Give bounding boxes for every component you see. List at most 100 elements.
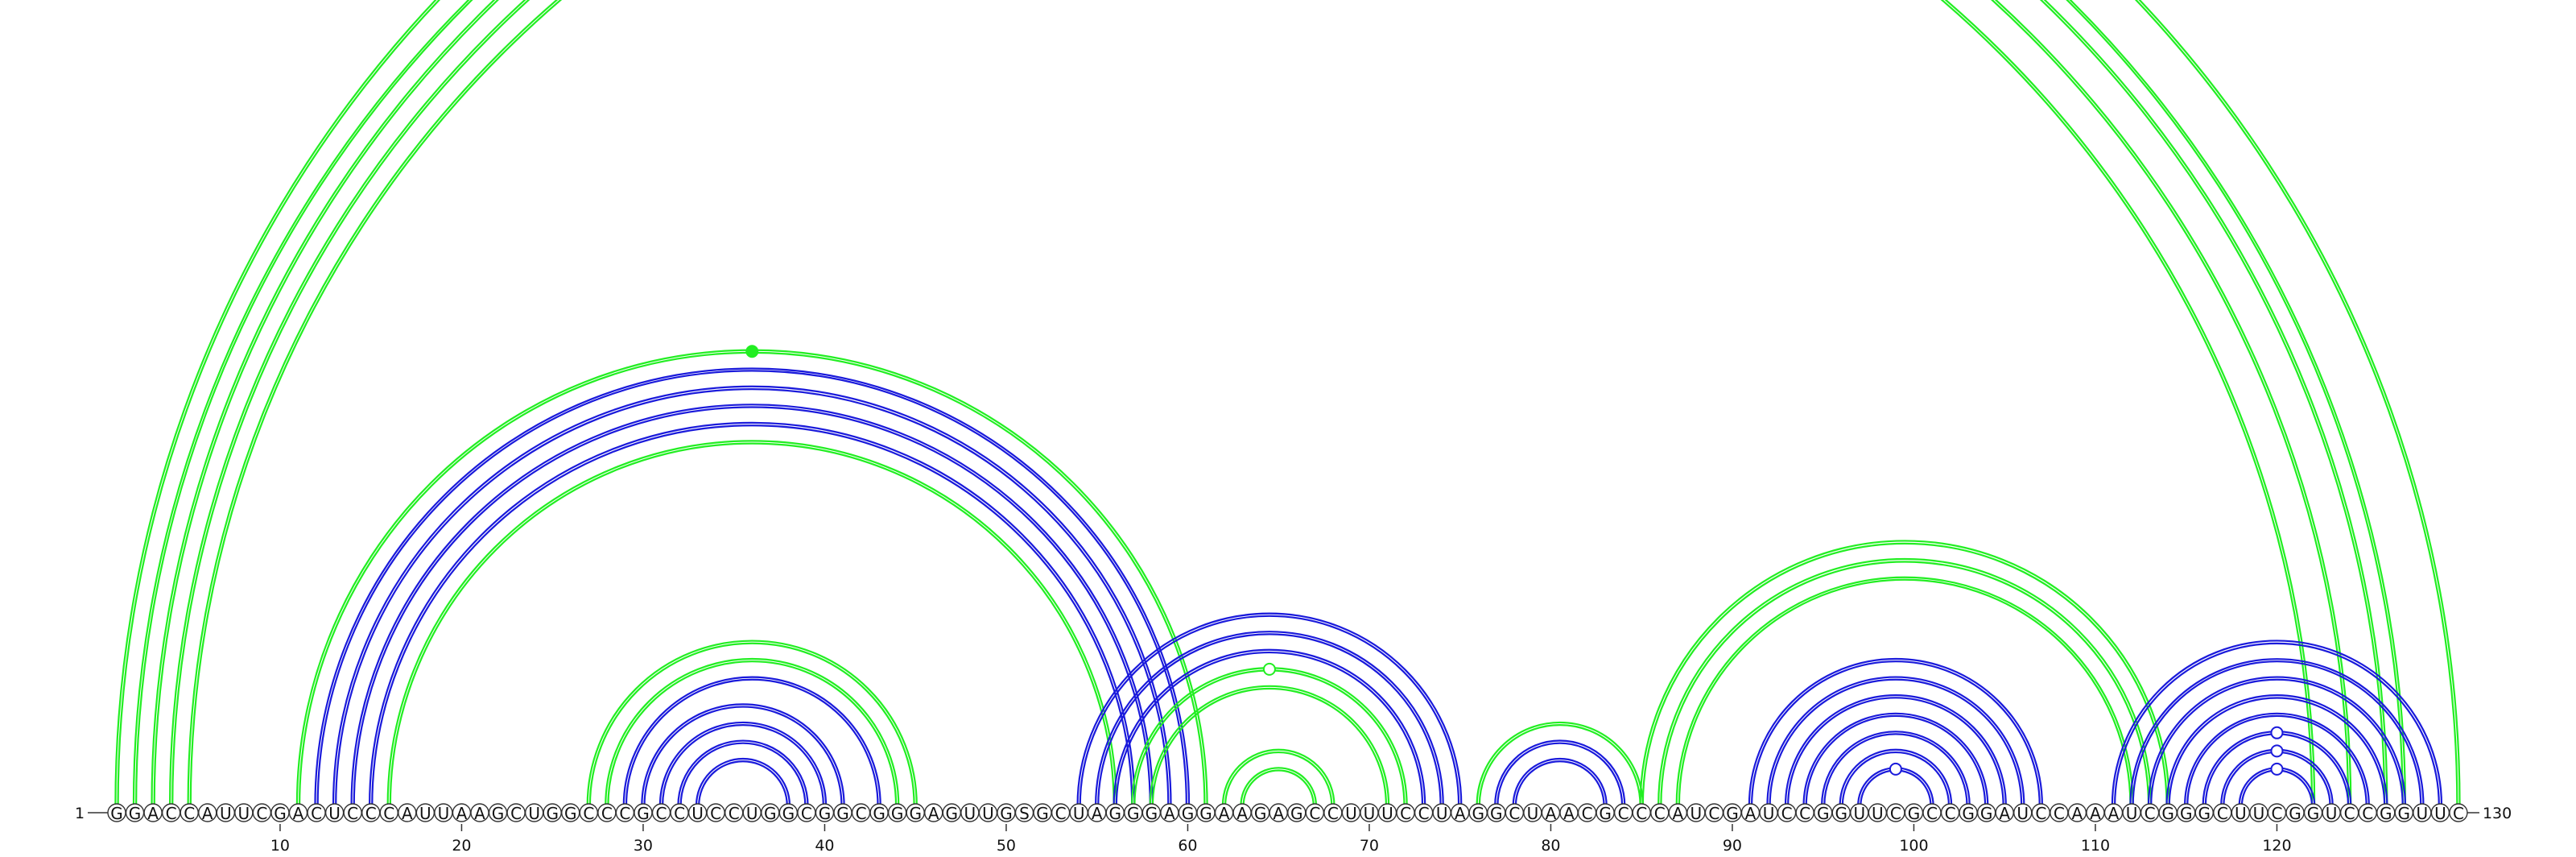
- base-pair-arc-77-84: [1494, 739, 1626, 806]
- nucleotide-130: C: [2449, 803, 2468, 823]
- svg-text:A: A: [1745, 804, 1757, 823]
- svg-text:G: G: [1835, 804, 1848, 823]
- position-axis: 10 20 30 40 50 60 70 80 90 100 110 120: [88, 812, 2292, 855]
- svg-text:A: A: [1999, 804, 2010, 823]
- nucleotide-108: C: [2050, 803, 2069, 823]
- nucleotide-51: S: [1014, 803, 1034, 823]
- svg-text:A: A: [928, 804, 939, 823]
- nucleotide-57: G: [1124, 803, 1143, 823]
- nucleotide-100: G: [1904, 803, 1924, 823]
- nucleotide-56: G: [1105, 803, 1125, 823]
- nucleotide-65: A: [1269, 803, 1288, 823]
- svg-text:U: U: [1345, 804, 1357, 823]
- base-pair-arc-11-61: [295, 349, 1208, 806]
- nucleotide-70: U: [1360, 803, 1379, 823]
- nucleotide-74: U: [1432, 803, 1451, 823]
- svg-text:G: G: [546, 804, 559, 823]
- nucleotide-46: A: [924, 803, 943, 823]
- nucleotide-98: U: [1868, 803, 1888, 823]
- nucleotide-126: G: [2376, 803, 2396, 823]
- nucleotide-52: G: [1033, 803, 1052, 823]
- nucleotide-66: G: [1287, 803, 1307, 823]
- nucleotide-129: U: [2430, 803, 2450, 823]
- nucleotide-43: G: [869, 803, 889, 823]
- nucleotide-86: C: [1650, 803, 1670, 823]
- start-position-label: 1: [75, 805, 85, 822]
- svg-text:C: C: [1055, 804, 1067, 823]
- base-pair-arc-63-67: [1240, 767, 1317, 806]
- nucleotide-69: U: [1341, 803, 1361, 823]
- nucleotide-113: C: [2140, 803, 2160, 823]
- svg-text:A: A: [1236, 804, 1248, 823]
- base-pair-arc-27-45: [586, 640, 918, 806]
- nucleotide-109: A: [2067, 803, 2087, 823]
- arc-apex-marker: [2270, 744, 2284, 758]
- svg-text:G: G: [909, 804, 922, 823]
- nucleotide-96: G: [1831, 803, 1851, 823]
- svg-text:A: A: [202, 804, 213, 823]
- svg-text:G: G: [110, 804, 123, 823]
- base-pair-arc-30-41: [641, 703, 845, 806]
- nucleotide-92: U: [1759, 803, 1778, 823]
- base-pair-arc-33-38: [695, 758, 791, 806]
- svg-text:C: C: [510, 804, 522, 823]
- base-pair-arc-13-59: [332, 385, 1172, 806]
- svg-text:C: C: [1618, 804, 1629, 823]
- nucleotide-55: A: [1087, 803, 1107, 823]
- base-pair-arc-117-123: [2220, 748, 2334, 806]
- svg-text:A: A: [2072, 804, 2083, 823]
- nucleotide-31: C: [651, 803, 671, 823]
- svg-text:C: C: [1799, 804, 1810, 823]
- svg-text:C: C: [1509, 804, 1520, 823]
- svg-text:U: U: [982, 804, 994, 823]
- arcs-layer: [115, 0, 2459, 805]
- nucleotide-2: G: [125, 803, 145, 823]
- svg-text:G: G: [891, 804, 904, 823]
- svg-text:U: U: [2417, 804, 2429, 823]
- base-pair-arc-1-130: [115, 0, 2459, 805]
- base-pair-arc-4-124: [168, 0, 2352, 806]
- svg-text:G: G: [1036, 804, 1049, 823]
- base-pair-arc-12-60: [314, 367, 1191, 806]
- nucleotide-118: U: [2231, 803, 2251, 823]
- nucleotide-63: A: [1232, 803, 1252, 823]
- svg-text:U: U: [528, 804, 540, 823]
- svg-text:C: C: [2344, 804, 2355, 823]
- nucleotide-94: C: [1795, 803, 1814, 823]
- arc-apex-marker: [745, 345, 759, 358]
- svg-text:G: G: [274, 804, 287, 823]
- nucleotide-122: G: [2303, 803, 2323, 823]
- svg-text:G: G: [1472, 804, 1485, 823]
- nucleotide-11: A: [288, 803, 308, 823]
- svg-text:G: G: [1127, 804, 1140, 823]
- base-pair-arc-55-74: [1095, 631, 1444, 806]
- nucleotide-17: A: [398, 803, 417, 823]
- svg-text:U: U: [964, 804, 976, 823]
- nucleotide-58: G: [1141, 803, 1162, 823]
- nucleotide-119: U: [2249, 803, 2268, 823]
- svg-text:C: C: [256, 804, 267, 823]
- nucleotide-75: A: [1450, 803, 1470, 823]
- base-pair-arc-95-103: [1821, 731, 1971, 806]
- base-pair-arc-94-104: [1802, 712, 1989, 806]
- svg-text:U: U: [1690, 804, 1703, 823]
- nucleotide-12: C: [307, 803, 326, 823]
- svg-text:U: U: [1872, 804, 1884, 823]
- svg-text:A: A: [1455, 804, 1466, 823]
- nucleotide-37: G: [761, 803, 780, 823]
- nucleotide-8: U: [234, 803, 254, 823]
- svg-text:C: C: [2145, 804, 2156, 823]
- nucleotide-80: A: [1541, 803, 1561, 823]
- tick-label-20: 20: [452, 837, 471, 855]
- nucleotide-18: U: [415, 803, 436, 823]
- svg-text:G: G: [2307, 804, 2320, 823]
- svg-text:C: C: [383, 804, 394, 823]
- nucleotide-123: U: [2322, 803, 2341, 823]
- svg-text:C: C: [365, 804, 377, 823]
- nucleotide-7: U: [216, 803, 235, 823]
- nucleotide-29: C: [615, 803, 635, 823]
- nucleotide-1: G: [107, 803, 126, 823]
- nucleotide-22: G: [488, 803, 508, 823]
- base-pair-arc-114-126: [2165, 694, 2388, 806]
